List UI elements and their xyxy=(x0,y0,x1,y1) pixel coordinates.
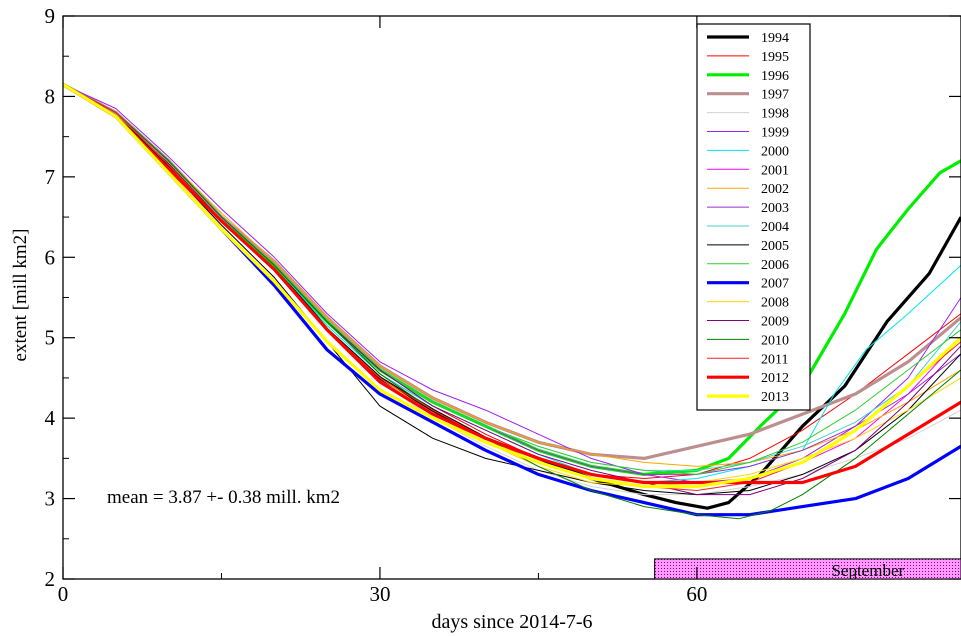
mean-annotation: mean = 3.87 +- 0.38 mill. km2 xyxy=(107,487,340,508)
legend-label-1996: 1996 xyxy=(761,69,789,84)
legend-label-2001: 2001 xyxy=(761,163,789,178)
y-tick-label: 5 xyxy=(45,326,56,350)
legend-label-1994: 1994 xyxy=(761,31,789,46)
x-tick-label: 0 xyxy=(58,582,69,606)
legend-label-2002: 2002 xyxy=(761,182,789,197)
x-axis-label: days since 2014-7-6 xyxy=(431,611,592,633)
september-band-layer: September xyxy=(654,558,961,580)
series-line-2001 xyxy=(63,83,961,487)
legend-label-2011: 2011 xyxy=(761,352,788,367)
legend: 1994 1995 1996 1997 1998 1999 2000 2001 2002 2003… xyxy=(696,23,811,411)
y-tick-label: 4 xyxy=(45,406,56,430)
series-line-2002 xyxy=(63,83,961,467)
y-axis-label: extent [mill km2] xyxy=(10,229,31,362)
y-tick-label: 7 xyxy=(45,165,56,189)
series-layer xyxy=(63,82,961,520)
legend-box xyxy=(696,23,811,411)
legend-label-2005: 2005 xyxy=(761,239,789,254)
september-band-label: September xyxy=(831,561,904,580)
series-line-2013 xyxy=(63,83,961,489)
legend-label-2008: 2008 xyxy=(761,296,789,311)
series-line-2006 xyxy=(63,83,961,475)
legend-label-2007: 2007 xyxy=(761,277,789,292)
legend-label-2012: 2012 xyxy=(761,371,789,386)
legend-label-2006: 2006 xyxy=(761,258,789,273)
legend-label-1999: 1999 xyxy=(761,126,789,141)
legend-label-2010: 2010 xyxy=(761,333,789,348)
y-tick-label: 9 xyxy=(45,4,56,28)
legend-label-1995: 1995 xyxy=(761,50,789,65)
series-line-2003 xyxy=(63,83,961,475)
y-tick-label: 8 xyxy=(45,84,56,108)
series-line-1999 xyxy=(63,83,961,483)
september-band xyxy=(654,558,961,580)
legend-label-2004: 2004 xyxy=(761,220,789,235)
y-tick-label: 2 xyxy=(45,567,56,591)
legend-label-1998: 1998 xyxy=(761,107,789,122)
series-line-1995 xyxy=(63,83,961,479)
legend-label-2013: 2013 xyxy=(761,390,789,405)
legend-label-2000: 2000 xyxy=(761,144,789,159)
axis-layer: 2 3 4 5 6 7 8 9 0 30 60 xyxy=(45,4,961,606)
y-tick-label: 6 xyxy=(45,245,56,269)
legend-label-2009: 2009 xyxy=(761,315,789,330)
series-line-2004 xyxy=(63,83,961,471)
series-line-1996 xyxy=(63,82,961,476)
series-line-2000 xyxy=(63,83,961,483)
x-tick-label: 30 xyxy=(369,582,390,606)
legend-label-1997: 1997 xyxy=(761,88,789,103)
series-line-2011 xyxy=(63,83,961,491)
y-tick-label: 3 xyxy=(45,487,56,511)
series-line-2008 xyxy=(63,83,961,487)
x-tick-label: 60 xyxy=(686,582,707,606)
series-line-2005 xyxy=(63,83,961,496)
legend-label-2003: 2003 xyxy=(761,201,789,216)
series-line-2010 xyxy=(63,83,961,520)
series-line-2012 xyxy=(63,83,961,485)
series-line-1994 xyxy=(63,83,961,510)
